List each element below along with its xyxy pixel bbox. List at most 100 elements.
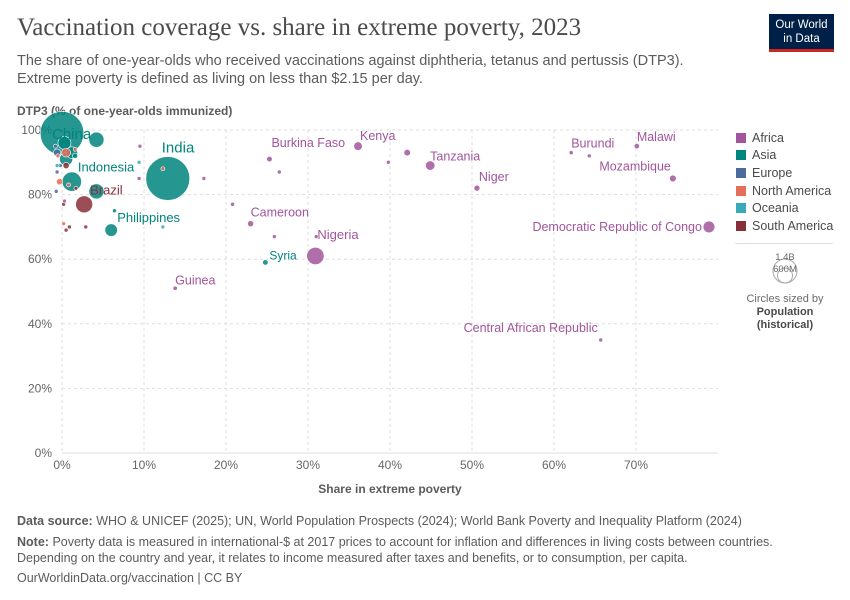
data-point (83, 224, 89, 230)
x-tick-label: 0% (53, 458, 71, 472)
y-tick-label: 80% (28, 188, 52, 202)
legend-item[interactable]: Europe (736, 164, 833, 182)
data-point (160, 224, 166, 230)
data-point (104, 223, 118, 237)
size-legend: 1.4B 600M (735, 250, 835, 293)
data-point (353, 141, 363, 151)
point-label: Nigeria (317, 227, 359, 242)
y-tick-label: 20% (28, 381, 52, 395)
credit-link[interactable]: OurWorldinData.org/vaccination | CC BY (17, 571, 243, 585)
legend-label: Oceania (752, 201, 799, 216)
point-label: Burundi (571, 137, 614, 151)
point-label: Mozambique (599, 159, 671, 173)
data-point (137, 143, 143, 149)
data-point (136, 160, 142, 165)
data-point (633, 143, 640, 150)
legend-swatch (736, 220, 746, 231)
chart-subtitle: The share of one-year-olds who received … (17, 52, 737, 88)
x-tick-label: 20% (214, 458, 238, 472)
size-circle-small (777, 267, 793, 284)
data-point (67, 224, 72, 230)
x-tick-label: 10% (132, 458, 156, 472)
x-tick-label: 50% (460, 458, 484, 472)
data-point (61, 147, 71, 158)
data-point (160, 166, 166, 172)
data-point (702, 220, 716, 234)
legend-item[interactable]: Africa (736, 129, 833, 147)
point-label: China (52, 126, 92, 143)
point-label: Niger (479, 170, 509, 184)
point-label: Indonesia (78, 160, 135, 175)
size-caption: Circles sized by (746, 293, 824, 305)
legend-label: Asia (752, 148, 777, 163)
data-point (247, 220, 254, 228)
y-tick-label: 40% (28, 317, 52, 331)
data-point (62, 162, 70, 170)
subtitle-line: The share of one-year-olds who received … (17, 53, 684, 69)
source-label: Data source: (17, 514, 93, 528)
size-label-small: 600M (773, 264, 797, 275)
data-point (230, 201, 235, 207)
legend-item[interactable]: Asia (736, 147, 833, 165)
size-metric-note: (historical) (756, 319, 814, 331)
data-point (172, 285, 178, 291)
data-point (61, 221, 66, 226)
data-point (201, 176, 207, 181)
legend-label: Europe (752, 165, 793, 180)
data-point (53, 143, 58, 149)
legend-swatch (736, 150, 746, 161)
region-legend: Africa Asia Europe North America Oceania Sout… (736, 129, 833, 235)
legend-item[interactable]: Oceania (736, 199, 833, 217)
data-point (266, 155, 273, 163)
footer: Data source: WHO & UNICEF (2025); UN, Wo… (17, 513, 817, 586)
data-point (112, 208, 117, 214)
y-tick-label: 0% (35, 446, 53, 460)
point-label: Philippines (117, 210, 180, 225)
legend-label: Africa (752, 130, 784, 145)
y-tick-label: 60% (28, 252, 52, 266)
data-point (63, 227, 69, 233)
data-point (669, 174, 677, 183)
point-label: Cameroon (251, 206, 309, 220)
point-label: Burkina Faso (271, 136, 345, 150)
data-point (403, 149, 411, 157)
data-point (56, 178, 64, 186)
owid-logo[interactable]: Our World in Data (769, 14, 834, 52)
legend-item[interactable]: North America (736, 182, 833, 200)
data-point (54, 163, 60, 168)
legend-item[interactable]: South America (736, 217, 833, 235)
note-text: Poverty data is measured in internationa… (17, 535, 773, 565)
legend-swatch (736, 132, 746, 143)
data-point (62, 198, 67, 204)
data-point (568, 150, 574, 156)
data-point (72, 152, 79, 159)
x-tick-label: 70% (624, 458, 648, 472)
data-point (73, 185, 79, 191)
x-tick-label: 60% (542, 458, 566, 472)
point-label: Democratic Republic of Congo (532, 220, 702, 234)
data-point (75, 195, 93, 214)
size-label-large: 1.4B (775, 252, 795, 263)
point-label: Malawi (637, 130, 676, 144)
data-point (61, 171, 82, 192)
size-note: Circles sized by Population (historical) (735, 293, 835, 332)
x-axis-title: Share in extreme poverty (318, 482, 462, 496)
legend-label: North America (752, 183, 832, 198)
size-legend-circles: 1.4B 600M (772, 252, 798, 284)
data-point (386, 160, 391, 165)
legend-swatch (736, 167, 746, 178)
data-source: Data source: WHO & UNICEF (2025); UN, Wo… (17, 513, 817, 529)
data-point (66, 182, 71, 188)
data-point (88, 131, 105, 148)
data-point (88, 183, 105, 200)
point-label: India (162, 139, 195, 156)
data-point (586, 153, 592, 159)
data-point (54, 169, 60, 175)
point-label: Syria (269, 248, 297, 262)
x-tick-label: 40% (378, 458, 402, 472)
point-label: Kenya (360, 129, 395, 143)
logo-line: Our World (775, 19, 828, 31)
data-point (598, 337, 604, 343)
data-point (313, 234, 319, 239)
